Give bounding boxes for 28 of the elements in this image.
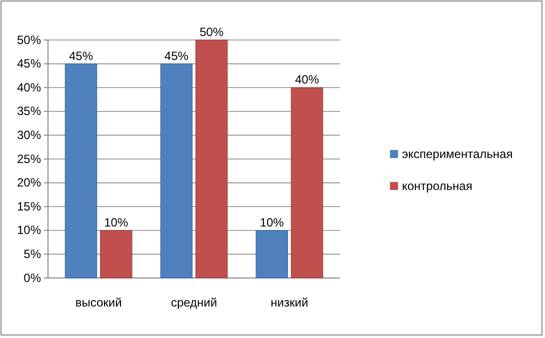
y-tick-label: 25%	[16, 152, 42, 166]
y-tick-label: 35%	[16, 104, 42, 118]
data-label: 45%	[164, 48, 189, 63]
y-tick-label: 0%	[24, 270, 42, 285]
y-tick-label: 5%	[24, 247, 42, 262]
legend-label: контрольная	[402, 179, 472, 193]
data-label: 10%	[260, 215, 284, 230]
legend-label: экспериментальная	[402, 147, 513, 161]
y-tick-label: 50%	[16, 32, 42, 47]
bar	[100, 230, 132, 278]
y-tick-label: 10%	[16, 223, 42, 238]
data-label: 50%	[200, 25, 224, 39]
x-tick-label: низкий	[270, 296, 308, 310]
data-label: 40%	[294, 72, 320, 87]
y-tick-label: 40%	[16, 80, 42, 94]
data-label: 10%	[104, 215, 128, 230]
bar	[64, 64, 98, 278]
bar	[195, 40, 228, 278]
y-tick-label: 20%	[16, 176, 42, 190]
bar	[160, 64, 193, 278]
y-tick-label: 30%	[16, 128, 42, 142]
bar	[290, 87, 324, 278]
data-label: 45%	[68, 48, 94, 63]
x-tick-label: высокий	[75, 296, 122, 310]
bar	[256, 230, 288, 278]
x-tick-label: средний	[170, 296, 218, 310]
y-tick-label: 45%	[16, 56, 42, 71]
y-tick-label: 15%	[16, 199, 42, 214]
